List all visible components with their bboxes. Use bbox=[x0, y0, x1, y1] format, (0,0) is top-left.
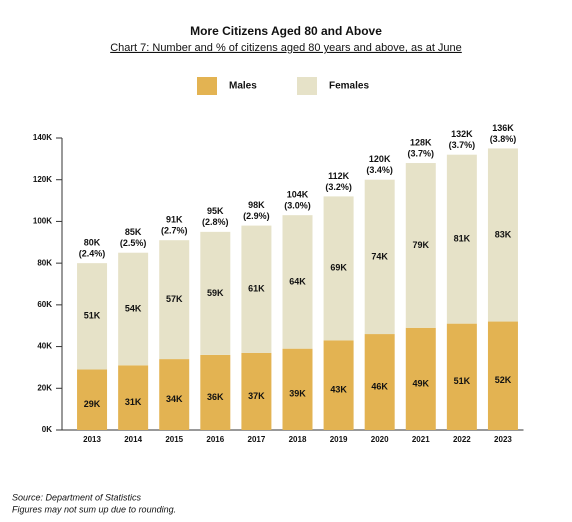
bar-segment bbox=[118, 252, 149, 366]
share-label: (2.9%) bbox=[243, 211, 270, 221]
bar-segment bbox=[282, 348, 313, 430]
legend-swatch bbox=[297, 77, 317, 95]
bar-segment bbox=[118, 365, 149, 430]
value-label: 79K bbox=[413, 240, 430, 250]
source-note: Source: Department of Statistics bbox=[12, 492, 142, 502]
value-label: 34K bbox=[166, 394, 183, 404]
bar-segment bbox=[487, 148, 518, 322]
x-tick-label: 2023 bbox=[494, 435, 512, 444]
value-label: 29K bbox=[84, 399, 101, 409]
share-label: (2.5%) bbox=[120, 238, 147, 248]
value-label: 61K bbox=[248, 284, 265, 294]
share-label: (3.8%) bbox=[490, 134, 517, 144]
bar-segment bbox=[200, 231, 231, 355]
x-tick-label: 2017 bbox=[248, 435, 266, 444]
bar-segment bbox=[364, 334, 395, 430]
total-label: 85K bbox=[125, 227, 142, 237]
legend-label: Males bbox=[229, 81, 257, 92]
total-label: 98K bbox=[248, 200, 265, 210]
share-label: (3.2%) bbox=[325, 182, 352, 192]
x-tick-label: 2020 bbox=[371, 435, 389, 444]
legend-swatch bbox=[197, 77, 217, 95]
bar-segment bbox=[77, 369, 108, 430]
bar-segment bbox=[364, 179, 395, 335]
bar-segment bbox=[446, 323, 477, 430]
value-label: 54K bbox=[125, 303, 142, 313]
value-label: 64K bbox=[289, 276, 306, 286]
y-tick-label: 100K bbox=[33, 217, 52, 226]
bar-segment bbox=[241, 225, 272, 353]
share-label: (2.7%) bbox=[161, 226, 188, 236]
x-tick-label: 2019 bbox=[330, 435, 348, 444]
value-label: 69K bbox=[330, 263, 347, 273]
y-tick-label: 140K bbox=[33, 133, 52, 142]
value-label: 52K bbox=[495, 375, 512, 385]
value-label: 51K bbox=[454, 376, 471, 386]
y-tick-label: 80K bbox=[37, 258, 52, 267]
value-label: 39K bbox=[289, 389, 306, 399]
x-tick-label: 2015 bbox=[165, 435, 183, 444]
value-label: 43K bbox=[330, 385, 347, 395]
total-label: 132K bbox=[451, 129, 473, 139]
bar-segment bbox=[200, 354, 231, 430]
total-label: 91K bbox=[166, 215, 183, 225]
bar-segment bbox=[159, 240, 190, 360]
bar-segment bbox=[241, 352, 272, 430]
total-label: 95K bbox=[207, 206, 224, 216]
y-tick-label: 0K bbox=[42, 425, 52, 434]
x-tick-label: 2013 bbox=[83, 435, 101, 444]
value-label: 36K bbox=[207, 392, 224, 402]
chart-subtitle: Chart 7: Number and % of citizens aged 8… bbox=[110, 42, 462, 54]
value-label: 37K bbox=[248, 391, 265, 401]
x-tick-label: 2016 bbox=[206, 435, 224, 444]
y-tick-label: 120K bbox=[33, 175, 52, 184]
x-tick-label: 2018 bbox=[289, 435, 307, 444]
chart-title: More Citizens Aged 80 and Above bbox=[190, 24, 382, 38]
x-tick-label: 2014 bbox=[124, 435, 142, 444]
bar-segment bbox=[487, 321, 518, 430]
value-label: 46K bbox=[371, 381, 388, 391]
y-tick-label: 40K bbox=[37, 342, 52, 351]
bar-segment bbox=[405, 327, 436, 430]
total-label: 80K bbox=[84, 238, 101, 248]
bar-segment bbox=[323, 196, 354, 341]
share-label: (3.7%) bbox=[408, 148, 435, 158]
share-label: (3.7%) bbox=[449, 140, 476, 150]
value-label: 59K bbox=[207, 288, 224, 298]
value-label: 57K bbox=[166, 294, 183, 304]
x-tick-label: 2022 bbox=[453, 435, 471, 444]
bar-segment bbox=[446, 154, 477, 324]
total-label: 128K bbox=[410, 137, 432, 147]
total-label: 120K bbox=[369, 154, 391, 164]
x-tick-label: 2021 bbox=[412, 435, 430, 444]
share-label: (3.0%) bbox=[284, 201, 311, 211]
share-label: (2.4%) bbox=[79, 249, 106, 259]
total-label: 112K bbox=[328, 171, 350, 181]
bar-segment bbox=[405, 163, 436, 328]
bar-segment bbox=[282, 215, 313, 349]
value-label: 74K bbox=[371, 251, 388, 261]
y-tick-label: 60K bbox=[37, 300, 52, 309]
share-label: (3.4%) bbox=[366, 165, 393, 175]
bar-segment bbox=[323, 340, 354, 430]
total-label: 136K bbox=[492, 123, 514, 133]
legend-label: Females bbox=[329, 81, 369, 92]
total-label: 104K bbox=[287, 190, 309, 200]
value-label: 51K bbox=[84, 311, 101, 321]
share-label: (2.8%) bbox=[202, 217, 229, 227]
rounding-note: Figures may not sum up due to rounding. bbox=[12, 504, 176, 514]
value-label: 83K bbox=[495, 229, 512, 239]
bar-segment bbox=[159, 359, 190, 430]
value-label: 81K bbox=[454, 234, 471, 244]
value-label: 49K bbox=[413, 378, 430, 388]
value-label: 31K bbox=[125, 397, 142, 407]
bar-segment bbox=[77, 263, 108, 370]
y-tick-label: 20K bbox=[37, 383, 52, 392]
